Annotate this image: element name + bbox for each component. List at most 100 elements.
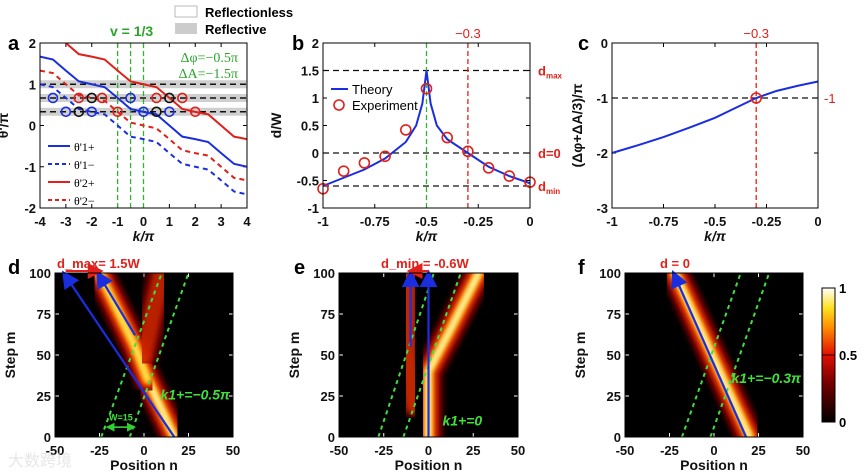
y-tick-label: 0.5 (301, 119, 319, 134)
panel-label-f: f (578, 257, 585, 279)
x-tick-label: -3 (60, 214, 72, 229)
x-tick-label: 0 (140, 214, 147, 229)
legend-experiment-label: Experiment (352, 98, 418, 113)
theory-line (322, 70, 531, 187)
y-tick-label: -1 (24, 160, 36, 175)
data-marker (125, 92, 136, 104)
y-tick-label: 100 (313, 266, 335, 281)
y-tick-label: 1.5 (301, 64, 319, 79)
marker-point (750, 92, 763, 104)
wavevector-annotation: k1+=−0.3π (731, 370, 802, 386)
y-tick-label: 0 (328, 430, 335, 445)
top-label: −0.3 (743, 26, 769, 41)
x-tick-label: 0 (526, 214, 533, 229)
trajectory-arrow (96, 270, 137, 336)
guide-line (128, 273, 190, 437)
axes-frame-e (338, 272, 519, 438)
y-tick-label: 0 (601, 36, 608, 51)
legend-reflectionless: Reflectionless (205, 5, 293, 20)
y-tick-label: -0.5 (297, 174, 319, 189)
plots: -4 -3 -2 -1 0 1 2 3 4 -2 -1 0 1 2 k/π θ'/π θ'1+ θ'1− θ'2+ θ… (0, 26, 857, 473)
data-marker (164, 92, 175, 104)
y-tick-label: 0 (312, 146, 319, 161)
series-line-2 (64, 43, 247, 141)
x-tick-label: 25 (466, 443, 480, 458)
band-legend: Reflectionless Reflective (174, 5, 293, 37)
legend-reflective: Reflective (205, 22, 266, 37)
beam-layer (673, 273, 751, 437)
experiment-point (337, 165, 350, 177)
y-tick-label: -2 (24, 201, 36, 216)
y-axis-label: (Δφ+ΔA/3)/π (569, 83, 585, 167)
axes-frame-a (39, 42, 248, 209)
experiment-point (462, 145, 474, 158)
annotation: Δφ=−0.5π (181, 51, 238, 66)
watermark: 大数跨境 (8, 451, 72, 470)
x-tick-label: 50 (226, 443, 240, 458)
x-tick-label: -1 (606, 214, 618, 229)
panel-label-d: d (8, 257, 20, 279)
x-axis-label: Position n (395, 457, 463, 473)
reflectionless-swatch (174, 5, 198, 18)
x-tick-label: -25 (374, 443, 393, 458)
x-tick-label: -1 (317, 214, 329, 229)
right-label: d=0 (538, 146, 561, 161)
y-tick-label: 2 (312, 36, 319, 51)
subscript: min (546, 187, 560, 196)
annotation: ΔA=−1.5π (179, 67, 238, 82)
data-marker (73, 106, 85, 118)
legend-label-1: θ'1− (74, 158, 95, 172)
x-axis-label: k/π (133, 228, 156, 244)
data-marker (73, 92, 85, 104)
data-marker (189, 106, 201, 118)
data-marker (47, 92, 59, 104)
y-tick-label: -2 (596, 146, 608, 161)
x-tick-label: -50 (46, 443, 65, 458)
x-tick-label: -25 (90, 443, 109, 458)
x-tick-label: 0 (710, 443, 717, 458)
experiment-point (399, 124, 412, 136)
x-axis-label: Position n (110, 457, 178, 473)
legend-label-3: θ'2− (74, 194, 95, 208)
axes-frame-b (322, 42, 531, 209)
experiment-point (441, 131, 454, 144)
x-tick-label: -0.5 (415, 214, 437, 229)
y-tick-label: 0 (614, 430, 621, 445)
x-axis-label: k/π (416, 228, 439, 244)
panel-label-e: e (294, 257, 305, 279)
y-tick-label: 25 (321, 389, 335, 404)
y-axis-label: d/W (268, 112, 284, 138)
y-tick-label: 100 (29, 266, 51, 281)
series-line-0 (40, 55, 247, 168)
phase-curve (611, 80, 819, 154)
x-tick-label: 4 (243, 214, 251, 229)
top-label: −0.3 (455, 26, 481, 41)
y-tick-label: 75 (37, 307, 51, 322)
data-marker (151, 106, 162, 118)
guide-line (377, 273, 435, 437)
data-marker (112, 106, 123, 118)
right-label: -1 (824, 91, 836, 106)
data-marker (86, 106, 98, 118)
y-tick-label: 0 (29, 119, 36, 134)
trajectory-arrow (671, 269, 748, 438)
data-marker (86, 92, 98, 104)
panel-label-b: b (292, 33, 304, 55)
y-axis-label: θ'/π (0, 112, 11, 138)
axes-frame-f (624, 272, 804, 438)
colorbar-tick-label: 1 (839, 281, 846, 296)
x-tick-label: -25 (660, 443, 679, 458)
colorbar-tick-label: 0 (839, 415, 846, 430)
x-axis-label: Position n (680, 457, 748, 473)
x-tick-label: 2 (192, 214, 199, 229)
series-line-3 (40, 69, 247, 182)
x-tick-label: -50 (616, 443, 635, 458)
trajectory-arrow (61, 270, 176, 438)
legend-theory-label: Theory (352, 82, 393, 97)
x-tick-label: 0 (425, 443, 432, 458)
y-tick-label: 1 (29, 77, 36, 92)
wavevector-annotation: k1+=0 (442, 413, 482, 429)
x-axis-label: k/π (704, 228, 727, 244)
x-tick-label: -0.5 (704, 214, 726, 229)
